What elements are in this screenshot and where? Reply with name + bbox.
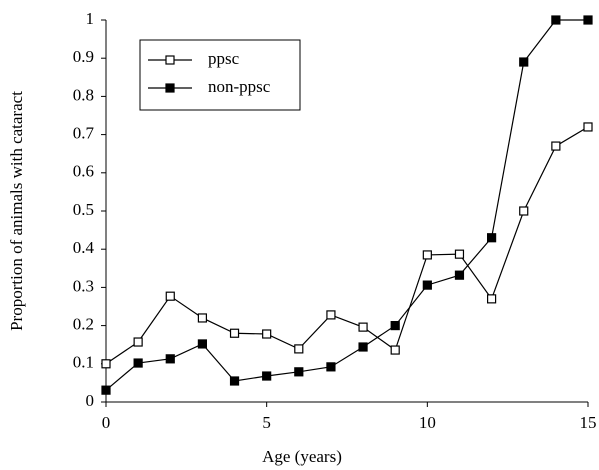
marker	[197, 339, 207, 349]
marker	[165, 291, 175, 301]
marker	[422, 280, 432, 290]
y-axis-label: Proportion of animals with cataract	[7, 91, 26, 331]
marker	[551, 141, 561, 151]
marker	[294, 344, 304, 354]
marker	[487, 233, 497, 243]
marker	[487, 294, 497, 304]
marker	[262, 329, 272, 339]
marker	[358, 322, 368, 332]
x-tick-label: 0	[102, 413, 111, 432]
y-tick-label: 1	[86, 9, 95, 28]
x-axis-label: Age (years)	[262, 447, 342, 466]
marker	[229, 328, 240, 338]
marker	[519, 57, 529, 67]
series-line	[105, 19, 588, 391]
x-tick-label: 15	[580, 413, 597, 432]
y-tick-label: 0.4	[73, 238, 95, 257]
marker	[390, 321, 400, 331]
y-tick-label: 0.5	[73, 200, 94, 219]
y-tick-label: 0	[86, 391, 95, 410]
marker	[422, 250, 432, 260]
legend-box	[139, 39, 301, 111]
marker	[454, 249, 465, 259]
y-tick-label: 0.2	[73, 315, 94, 334]
marker	[294, 367, 304, 377]
marker	[519, 206, 529, 216]
series-line	[105, 126, 589, 365]
marker	[358, 342, 368, 352]
legend-label: non-ppsc	[208, 77, 271, 96]
x-tick-label: 10	[419, 413, 436, 432]
marker	[583, 122, 593, 132]
legend-marker	[165, 55, 175, 65]
marker	[165, 354, 175, 364]
marker	[326, 362, 336, 372]
marker	[229, 376, 240, 386]
marker	[262, 371, 272, 381]
y-tick-label: 0.3	[73, 276, 94, 295]
y-tick-label: 0.8	[73, 85, 94, 104]
marker	[197, 313, 207, 323]
y-tick-label: 0.9	[73, 47, 94, 66]
y-tick-label: 0.6	[73, 162, 94, 181]
legend-label: ppsc	[208, 49, 240, 68]
legend-marker	[165, 83, 175, 93]
x-tick-label: 5	[262, 413, 271, 432]
marker	[551, 15, 561, 25]
y-tick-label: 0.1	[73, 353, 94, 372]
marker	[583, 15, 593, 25]
marker	[101, 385, 111, 395]
marker	[454, 270, 465, 280]
marker	[101, 359, 111, 369]
marker	[390, 345, 400, 355]
y-tick-label: 0.7	[73, 124, 95, 143]
marker	[133, 358, 143, 368]
marker	[133, 337, 143, 347]
marker	[326, 310, 336, 320]
